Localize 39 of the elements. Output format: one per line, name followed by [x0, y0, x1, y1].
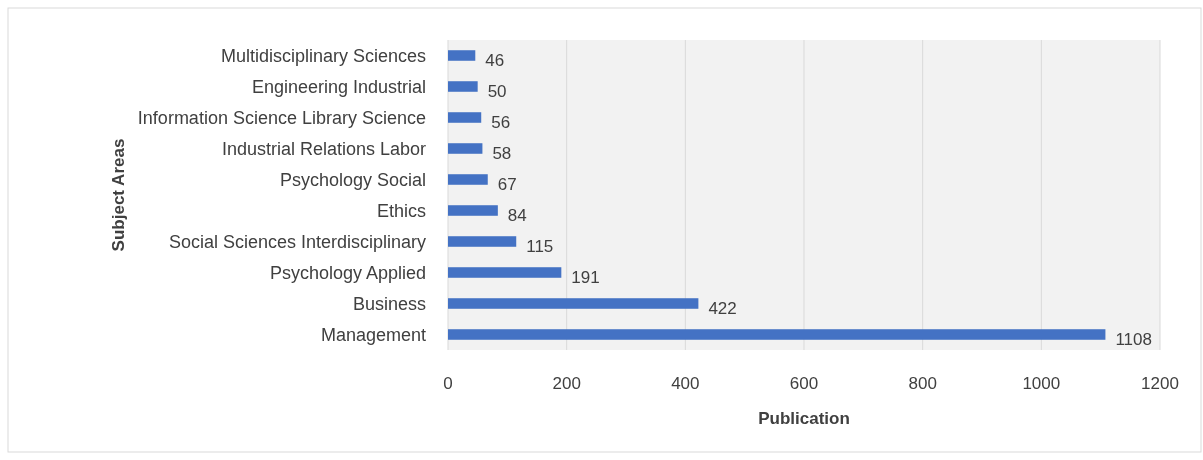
bar	[448, 298, 699, 309]
y-tick-label: Multidisciplinary Sciences	[220, 45, 426, 66]
data-label: 58	[492, 143, 512, 163]
y-tick-label: Information Science Library Science	[137, 107, 426, 128]
data-label: 50	[487, 81, 507, 101]
bar	[448, 174, 488, 185]
y-tick-label: Social Sciences Interdisciplinary	[168, 231, 426, 252]
data-label: 422	[708, 298, 737, 318]
x-tick-label: 800	[908, 374, 937, 393]
bar	[448, 205, 498, 216]
data-label: 191	[571, 267, 600, 287]
bar	[448, 50, 476, 61]
bar	[448, 267, 562, 278]
data-label: 46	[485, 50, 505, 70]
y-axis-title: Subject Areas	[108, 138, 128, 252]
y-tick-label: Ethics	[376, 200, 426, 221]
data-label: 1108	[1115, 329, 1152, 349]
data-label: 115	[526, 236, 554, 256]
bar	[448, 143, 483, 154]
x-tick-label: 200	[552, 374, 581, 393]
x-tick-label: 1200	[1141, 374, 1179, 393]
data-label: 67	[497, 174, 517, 194]
bar	[448, 329, 1106, 340]
x-tick-label: 400	[671, 374, 700, 393]
y-tick-label: Business	[352, 293, 426, 314]
x-axis-title: Publication	[758, 409, 850, 428]
bar	[448, 112, 482, 123]
x-tick-label: 0	[443, 374, 453, 393]
y-tick-label: Psychology Applied	[269, 262, 426, 283]
y-tick-label: Engineering Industrial	[251, 76, 426, 97]
data-label: 56	[491, 112, 511, 132]
bar	[448, 236, 517, 247]
y-tick-label: Industrial Relations Labor	[221, 138, 426, 159]
data-label: 84	[507, 205, 527, 225]
y-tick-label: Psychology Social	[279, 169, 426, 190]
bar	[448, 81, 478, 92]
x-tick-label: 600	[789, 374, 819, 393]
x-tick-label: 1000	[1022, 374, 1061, 393]
y-tick-label: Management	[320, 324, 426, 345]
